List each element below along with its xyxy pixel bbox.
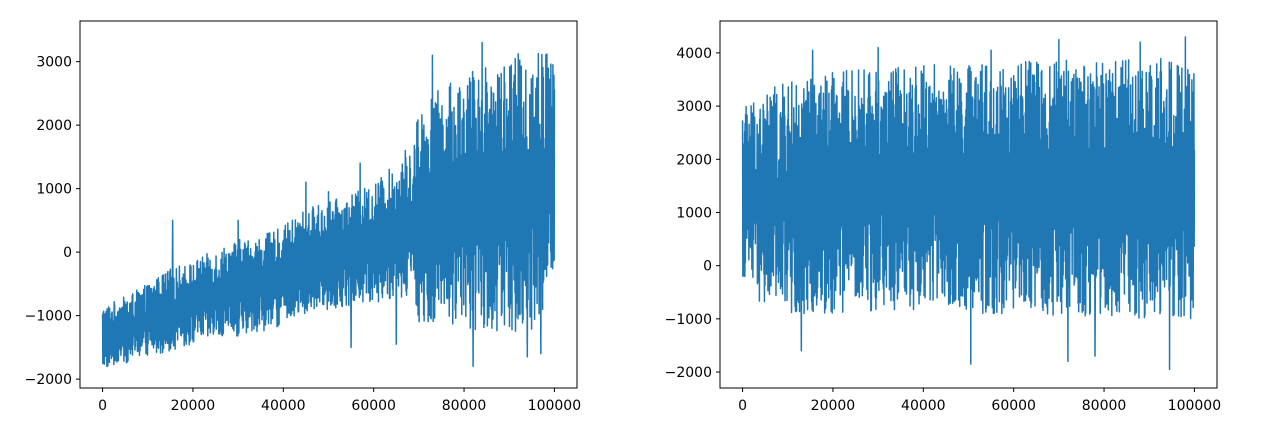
y-tick-label: 1000 [36, 182, 72, 198]
y-tick-label: 3000 [676, 99, 712, 115]
y-tick-label: −2000 [665, 365, 712, 381]
y-tick-label: −2000 [25, 372, 72, 388]
y-tick-label: 1000 [676, 205, 712, 221]
y-tick-label: 2000 [676, 152, 712, 168]
axes-frame [79, 20, 578, 389]
chart-right: 0 20000 40000 60000 80000 100000 −2000 −1000 0 10… [665, 20, 1221, 414]
x-tick-label: 20000 [171, 398, 216, 414]
x-tick-label: 20000 [811, 398, 856, 414]
y-tick-label: 2000 [36, 118, 72, 134]
y-tick-label: 0 [63, 245, 72, 261]
x-tick-label: 80000 [1082, 398, 1127, 414]
chart-left: 0 20000 40000 60000 80000 100000 −2000 −1000 0 10… [25, 20, 581, 414]
x-tick-label: 60000 [991, 398, 1036, 414]
x-tick-label: 0 [98, 398, 107, 414]
axes-frame [719, 20, 1218, 389]
x-tick-label: 0 [738, 398, 747, 414]
y-tick-label: 0 [703, 259, 712, 275]
series-line [101, 41, 556, 368]
x-tick-label: 40000 [901, 398, 946, 414]
x-tick-label: 60000 [351, 398, 396, 414]
x-tick-label: 40000 [261, 398, 306, 414]
x-tick-label: 100000 [528, 398, 581, 414]
x-tick-label: 80000 [442, 398, 487, 414]
y-tick-label: −1000 [665, 312, 712, 328]
y-tick-label: 4000 [676, 46, 712, 62]
y-tick-label: 3000 [36, 55, 72, 71]
series-line [741, 36, 1196, 371]
y-tick-label: −1000 [25, 309, 72, 325]
x-tick-label: 100000 [1168, 398, 1221, 414]
